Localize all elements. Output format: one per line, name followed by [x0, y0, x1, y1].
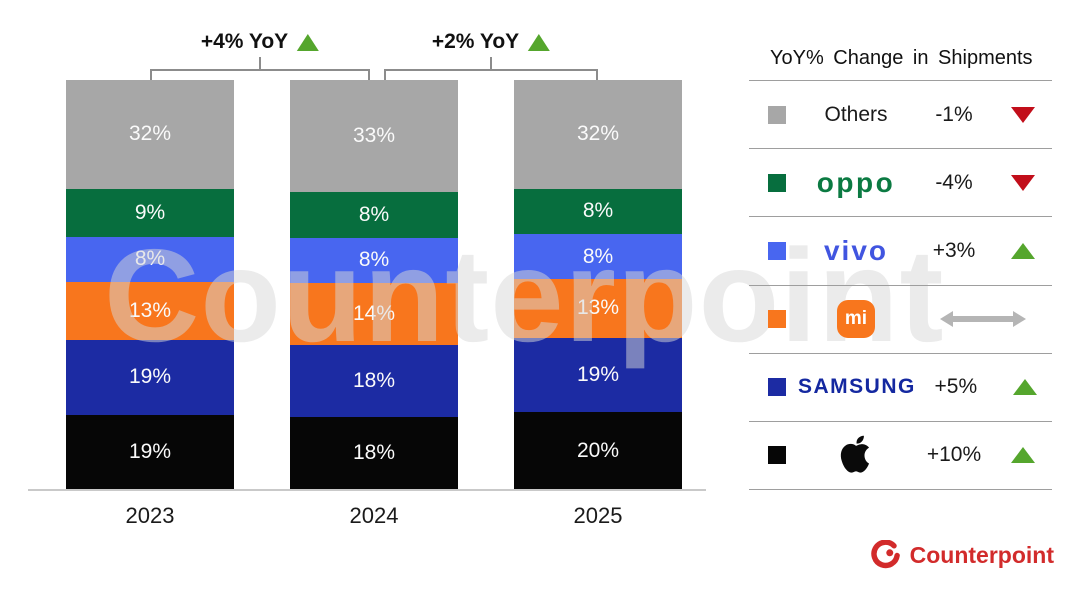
oppo-label: oppo [816, 166, 896, 198]
legend-row-apple: +10% [749, 420, 1052, 489]
legend-row-xiaomi: mi [749, 284, 1052, 353]
yoy-change-value: +5% [934, 375, 978, 399]
yoy-change-value: +3% [932, 238, 976, 262]
yoy-label: +4% YoY [200, 30, 289, 53]
segment-vivo-2023: 8% [66, 236, 234, 282]
apple-swatch [768, 446, 786, 465]
legend-row-others: Others -1% [749, 80, 1052, 148]
x-axis-label-2024: 2024 [349, 503, 399, 528]
flat-arrow [940, 311, 1026, 328]
yoy-change-value: -4% [935, 170, 973, 194]
vivo-logo: vivo [824, 235, 888, 267]
legend-row-oppo: oppo -4% [749, 148, 1052, 216]
segment-value-label: 18% [352, 368, 396, 392]
samsung-label: SAMSUNG [798, 375, 916, 399]
vivo-label: vivo [823, 234, 889, 266]
segment-others-2023: 32% [66, 80, 234, 189]
segment-value-label: 8% [358, 203, 390, 227]
segment-value-label: 20% [576, 438, 620, 462]
up-triangle-icon [1011, 447, 1035, 464]
segment-value-label: 8% [582, 199, 614, 223]
yoy-change-value: -1% [935, 102, 973, 126]
legend-rows: Others -1% oppo -4% vivo +3% mi SAMSUNG +5% +10% [749, 80, 1052, 490]
xiaomi-logo-text: mi [844, 308, 868, 330]
segment-value-label: 8% [582, 244, 614, 268]
segment-value-label: 8% [358, 248, 390, 272]
up-triangle-icon [1011, 242, 1035, 259]
vivo-swatch [768, 241, 786, 260]
segment-value-label: 14% [352, 301, 396, 325]
oppo-swatch [768, 173, 786, 192]
segment-oppo-2024: 8% [290, 192, 458, 238]
flat-arrow-icon [940, 311, 1026, 328]
yoy-legend-panel: YoY% Change in Shipments Others -1% oppo -4… [749, 36, 1052, 490]
bracket-line [384, 69, 386, 80]
counterpoint-logo-text: Counterpoint [909, 542, 1054, 568]
others-label: Others [824, 102, 888, 126]
bar-2024: 33% 8% 8% 14% 18% 18% [290, 80, 458, 490]
segment-apple-2025: 20% [514, 412, 682, 489]
bracket-line [490, 57, 492, 69]
oppo-logo: oppo [817, 167, 895, 199]
segment-oppo-2025: 8% [514, 188, 682, 234]
segment-apple-2024: 18% [290, 416, 458, 490]
segment-xiaomi-2024: 14% [290, 283, 458, 345]
bracket-line [384, 69, 598, 71]
legend-row-samsung: SAMSUNG +5% [749, 352, 1052, 421]
segment-value-label: 9% [134, 200, 166, 224]
bracket-line [150, 69, 370, 71]
bracket-line [596, 69, 598, 80]
bar-2025: 32% 8% 8% 13% 19% 20% [514, 80, 682, 489]
segment-value-label: 32% [128, 122, 172, 146]
xiaomi-logo-icon: mi [837, 300, 875, 339]
segment-xiaomi-2025: 13% [514, 279, 682, 338]
apple-logo [839, 435, 873, 475]
segment-value-label: 33% [352, 124, 396, 148]
segment-value-label: 18% [352, 440, 396, 464]
segment-apple-2023: 19% [66, 414, 234, 489]
segment-value-label: 32% [576, 122, 620, 146]
segment-value-label: 19% [576, 362, 620, 386]
up-triangle-icon [528, 33, 551, 51]
yoy-label: +2% YoY [431, 30, 520, 53]
segment-vivo-2024: 8% [290, 237, 458, 284]
segment-samsung-2024: 18% [290, 344, 458, 417]
others-swatch [768, 105, 786, 124]
segment-value-label: 19% [128, 365, 172, 389]
x-axis-line [28, 489, 706, 491]
segment-value-label: 13% [128, 299, 172, 323]
up-triangle-icon [1012, 379, 1037, 396]
segment-samsung-2023: 19% [66, 340, 234, 415]
others-logo: Others [824, 103, 887, 127]
bracket-line [150, 69, 152, 80]
down-triangle-icon [1011, 174, 1035, 191]
segment-value-label: 8% [134, 247, 166, 271]
apple-logo-icon [840, 436, 870, 474]
bracket-line [259, 57, 261, 69]
legend-row-vivo: vivo +3% [749, 216, 1052, 284]
x-axis-label-2025: 2025 [573, 503, 623, 528]
segment-value-label: 19% [128, 439, 172, 463]
segment-value-label: 13% [576, 296, 620, 320]
up-triangle-icon [297, 33, 320, 51]
samsung-logo: SAMSUNG [798, 375, 916, 399]
segment-vivo-2025: 8% [514, 234, 682, 280]
segment-oppo-2023: 9% [66, 188, 234, 237]
samsung-swatch [768, 378, 786, 397]
down-triangle-icon [1011, 106, 1035, 123]
yoy-change-value: +10% [926, 443, 982, 467]
legend-title: YoY% Change in Shipments [770, 46, 1033, 69]
x-axis-label-2023: 2023 [125, 503, 175, 528]
segment-xiaomi-2023: 13% [66, 281, 234, 341]
counterpoint-logo: Counterpoint [870, 540, 1054, 571]
segment-others-2024: 33% [290, 80, 458, 193]
counterpoint-logo-icon [870, 540, 900, 569]
xiaomi-swatch [768, 310, 786, 329]
bracket-line [368, 69, 370, 80]
segment-samsung-2025: 19% [514, 337, 682, 412]
bar-2023: 32% 9% 8% 13% 19% 19% [66, 80, 234, 489]
segment-others-2025: 32% [514, 80, 682, 189]
xiaomi-logo: mi [837, 300, 875, 339]
